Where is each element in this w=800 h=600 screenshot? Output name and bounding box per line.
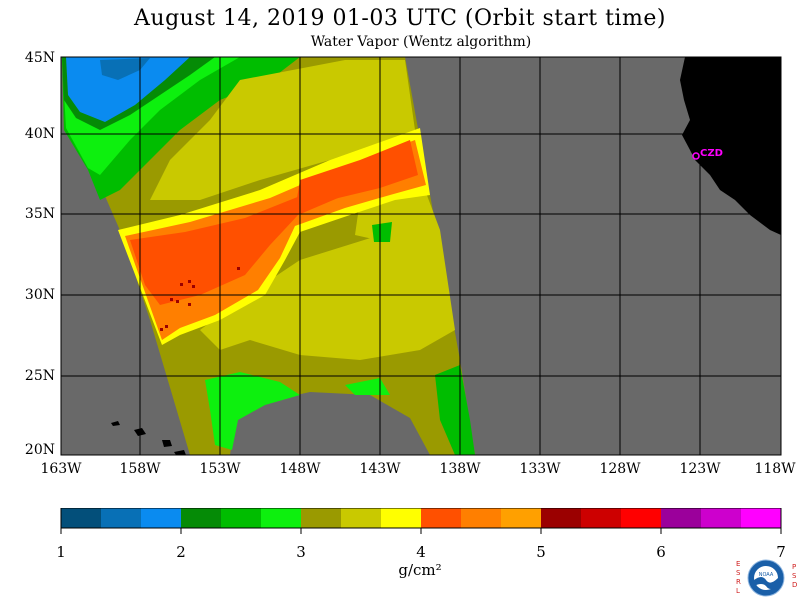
colorbar-swatch bbox=[341, 508, 381, 528]
vapor-green-mid bbox=[345, 378, 390, 395]
high-vapor-speckles bbox=[160, 267, 240, 331]
map-frame bbox=[60, 56, 782, 456]
lat-tick-25n: 25N bbox=[24, 368, 55, 384]
lon-tick-143w: 143W bbox=[359, 461, 401, 477]
map-grid bbox=[61, 57, 781, 455]
logo-letter-l: L bbox=[736, 587, 740, 595]
colorbar-swatch bbox=[541, 508, 581, 528]
station-marker bbox=[692, 152, 700, 160]
colorbar-swatch bbox=[621, 508, 661, 528]
colorbar-swatch bbox=[141, 508, 181, 528]
colorbar-swatch bbox=[661, 508, 701, 528]
colorbar-tick-5: 5 bbox=[536, 543, 546, 561]
low-vapor-blue bbox=[66, 57, 190, 122]
logo-letter-d: D bbox=[792, 581, 797, 589]
vapor-yellow-olive-north bbox=[150, 60, 415, 200]
lon-tick-118w: 118W bbox=[754, 461, 796, 477]
colorbar-tick-4: 4 bbox=[416, 543, 426, 561]
colorbar-swatch bbox=[701, 508, 741, 528]
colorbar bbox=[60, 508, 782, 534]
colorbar-tick-2: 2 bbox=[176, 543, 186, 561]
logo-letter-e: E bbox=[736, 560, 740, 568]
lat-tick-30n: 30N bbox=[24, 287, 55, 303]
logo-letter-r: R bbox=[736, 578, 741, 586]
lon-tick-138w: 138W bbox=[439, 461, 481, 477]
logo-letter-s: S bbox=[736, 569, 741, 577]
colorbar-swatch bbox=[261, 508, 301, 528]
colorbar-swatch bbox=[221, 508, 261, 528]
map-title: August 14, 2019 01-03 UTC (Orbit start t… bbox=[134, 6, 666, 31]
colorbar-swatch bbox=[181, 508, 221, 528]
lat-tick-45n: 45N bbox=[24, 50, 55, 66]
colorbar-swatch bbox=[301, 508, 341, 528]
vapor-green-east-patch bbox=[372, 222, 392, 242]
noaa-logo: E S R L P S D NOAA bbox=[736, 559, 797, 597]
logo-letter-p: P bbox=[792, 563, 796, 571]
colorbar-swatch bbox=[421, 508, 461, 528]
land-north-america bbox=[680, 57, 781, 235]
lon-tick-153w: 153W bbox=[199, 461, 241, 477]
vapor-green-south-east bbox=[435, 365, 475, 455]
lat-tick-40n: 40N bbox=[24, 126, 55, 142]
colorbar-tick-1: 1 bbox=[56, 543, 66, 561]
colorbar-swatch bbox=[381, 508, 421, 528]
colorbar-swatch bbox=[461, 508, 501, 528]
colorbar-tick-6: 6 bbox=[656, 543, 666, 561]
low-vapor-mid-blue bbox=[100, 58, 150, 80]
lon-tick-123w: 123W bbox=[679, 461, 721, 477]
station-label: CZD bbox=[700, 148, 723, 159]
colorbar-tick-3: 3 bbox=[296, 543, 306, 561]
lon-tick-163w: 163W bbox=[40, 461, 82, 477]
map-subtitle: Water Vapor (Wentz algorithm) bbox=[310, 34, 532, 50]
logo-center-text: NOAA bbox=[759, 572, 774, 578]
logo-letter-s2: S bbox=[792, 572, 797, 580]
lon-tick-128w: 128W bbox=[599, 461, 641, 477]
colorbar-swatch bbox=[101, 508, 141, 528]
colorbar-tick-7: 7 bbox=[776, 543, 786, 561]
lon-tick-158w: 158W bbox=[119, 461, 161, 477]
colorbar-swatch bbox=[581, 508, 621, 528]
colorbar-swatch bbox=[741, 508, 781, 528]
lat-tick-20n: 20N bbox=[24, 442, 55, 458]
colorbar-swatch bbox=[61, 508, 101, 528]
colorbar-unit: g/cm² bbox=[398, 561, 442, 579]
lon-tick-148w: 148W bbox=[279, 461, 321, 477]
lat-tick-35n: 35N bbox=[24, 206, 55, 222]
moist-band-core-east bbox=[295, 140, 418, 210]
vapor-green-south bbox=[205, 372, 300, 450]
colorbar-swatch bbox=[501, 508, 541, 528]
lon-tick-133w: 133W bbox=[519, 461, 561, 477]
